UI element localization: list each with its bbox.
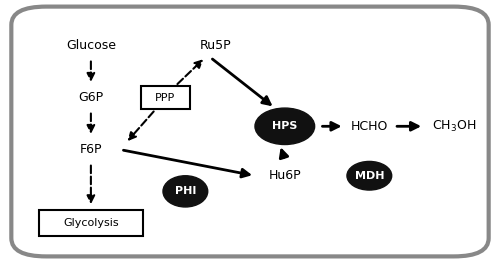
- FancyBboxPatch shape: [38, 210, 143, 236]
- Text: CH$_3$OH: CH$_3$OH: [432, 119, 476, 134]
- Text: G6P: G6P: [78, 91, 104, 104]
- Text: Hu6P: Hu6P: [268, 169, 301, 182]
- FancyBboxPatch shape: [12, 7, 488, 256]
- Text: PHI: PHI: [174, 186, 196, 196]
- Text: Ru5P: Ru5P: [200, 39, 231, 52]
- Text: Glycolysis: Glycolysis: [63, 218, 118, 227]
- Text: Glucose: Glucose: [66, 39, 116, 52]
- Text: HCHO: HCHO: [350, 120, 388, 133]
- Ellipse shape: [163, 176, 208, 207]
- Text: MDH: MDH: [354, 171, 384, 181]
- Text: F6P: F6P: [80, 143, 102, 156]
- FancyBboxPatch shape: [140, 86, 190, 109]
- Ellipse shape: [255, 108, 314, 144]
- Text: PPP: PPP: [156, 93, 176, 103]
- Ellipse shape: [347, 161, 392, 190]
- Text: HPS: HPS: [272, 121, 297, 131]
